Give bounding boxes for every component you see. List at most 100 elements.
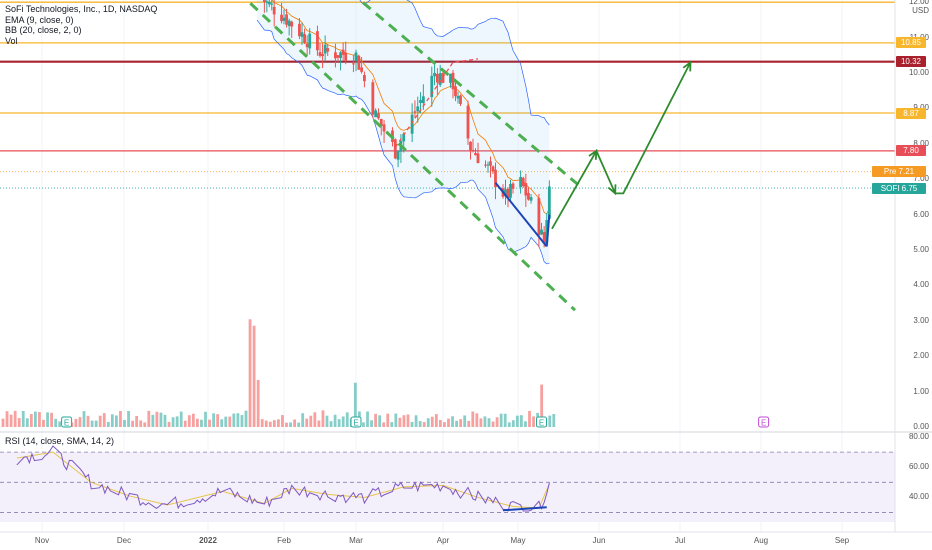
volume-bar — [520, 415, 523, 427]
price-badge: 10.32 — [896, 56, 926, 68]
price-badge: SOFI 6.75 — [872, 182, 926, 194]
volume-bar — [293, 419, 296, 427]
volume-bar — [272, 420, 276, 427]
volume-bar — [394, 413, 398, 427]
bb-lower — [256, 19, 550, 265]
volume-bar — [232, 413, 236, 427]
projection-arrowhead — [607, 184, 617, 196]
earnings-box — [61, 416, 73, 428]
rsi-pane — [0, 445, 895, 513]
price-tick-label: 3.00 — [913, 315, 929, 325]
time-tick-label: Mar — [349, 536, 363, 545]
volume-bar — [406, 414, 410, 427]
volume-bar — [447, 418, 450, 427]
volume-bar — [289, 422, 292, 427]
candle-body — [265, 1, 269, 3]
candle-body — [430, 75, 434, 98]
volume-bar — [38, 412, 41, 427]
bb-fill — [257, 0, 550, 264]
volume-bar — [86, 415, 90, 427]
volume-bar — [487, 418, 491, 427]
volume-bar — [106, 421, 110, 427]
candle-body — [371, 82, 375, 115]
volume-bar — [455, 420, 458, 427]
volume-bar — [212, 413, 215, 427]
price-pane — [0, 0, 895, 432]
volume-bar — [475, 413, 479, 427]
volume-bar — [528, 410, 531, 427]
volume-bar — [366, 411, 369, 427]
volume-bar — [434, 414, 438, 427]
volume-bar — [511, 420, 515, 427]
volume-bar — [179, 411, 183, 427]
candle-body — [402, 133, 406, 142]
vol-legend[interactable]: Vol — [5, 35, 18, 46]
candle-body — [413, 111, 417, 113]
price-tick-label: 1.00 — [913, 386, 929, 396]
candle-body — [357, 55, 361, 70]
volume-bar — [139, 420, 143, 427]
candle-body — [449, 73, 452, 83]
volume-bar — [285, 422, 288, 427]
volume-bar — [155, 411, 159, 427]
volume-bar — [410, 421, 414, 427]
currency-label[interactable]: USD — [912, 6, 929, 15]
candle-body — [435, 73, 439, 83]
rsi-tick-label: 80.00 — [908, 432, 929, 441]
symbol-title[interactable]: SoFi Technologies, Inc., 1D, NASDAQ — [5, 4, 158, 14]
candle-body — [506, 188, 510, 199]
candle-body — [267, 1, 271, 5]
volume-bar — [268, 421, 272, 427]
volume-bar — [191, 413, 195, 427]
earnings-marker: E — [536, 416, 548, 428]
volume-bar — [370, 420, 373, 427]
volume-bar — [1, 418, 5, 427]
candle-body — [382, 124, 386, 132]
horizontal-levels[interactable] — [0, 1, 895, 189]
volume-bar — [277, 419, 280, 427]
volume-bar — [329, 421, 333, 427]
volume-bar — [260, 419, 264, 427]
candle-body — [537, 198, 541, 236]
volume-bar — [382, 422, 386, 427]
volume-bar — [248, 319, 252, 427]
volume-bar — [78, 417, 82, 427]
grid — [41, 0, 843, 532]
volume-bar — [200, 419, 203, 427]
volume-bar — [321, 410, 325, 427]
candle-body — [459, 95, 462, 104]
trendline-drawings[interactable] — [238, 0, 692, 312]
volume-bar — [503, 413, 507, 427]
volume-bar — [21, 410, 25, 427]
volume-bar — [491, 421, 495, 427]
volume-bar — [90, 420, 94, 427]
candle-body — [504, 189, 507, 196]
volume-bar — [426, 418, 430, 427]
candle-body — [352, 63, 355, 65]
volume-bar — [471, 411, 475, 427]
candle-body — [303, 34, 306, 44]
volume-bar — [256, 379, 260, 427]
chart-legend: SoFi Technologies, Inc., 1D, NASDAQ EMA … — [5, 4, 157, 46]
volume-bar — [499, 413, 503, 427]
candle-body — [521, 177, 525, 187]
time-tick-label: Nov — [34, 536, 50, 545]
candle-body — [354, 52, 358, 61]
volume-bar — [216, 414, 220, 427]
bb-legend[interactable]: BB (20, close, 2, 0) — [5, 25, 82, 36]
candle-body — [484, 164, 487, 166]
volume-bar — [183, 420, 187, 427]
candle-body — [270, 3, 274, 5]
earnings-label: E — [353, 419, 358, 428]
rsi-legend[interactable]: RSI (14, close, SMA, 14, 2) — [5, 436, 115, 446]
ema-legend[interactable]: EMA (9, close, 0) — [5, 14, 74, 25]
volume-bar — [264, 420, 268, 427]
candle-body — [486, 164, 490, 166]
volume-bar — [204, 411, 207, 427]
volume-bar — [54, 418, 58, 427]
candle-body — [438, 73, 442, 85]
rsi-tick-label: 40.00 — [908, 492, 929, 502]
volume-bar — [244, 410, 248, 427]
volume-bar — [317, 420, 321, 427]
